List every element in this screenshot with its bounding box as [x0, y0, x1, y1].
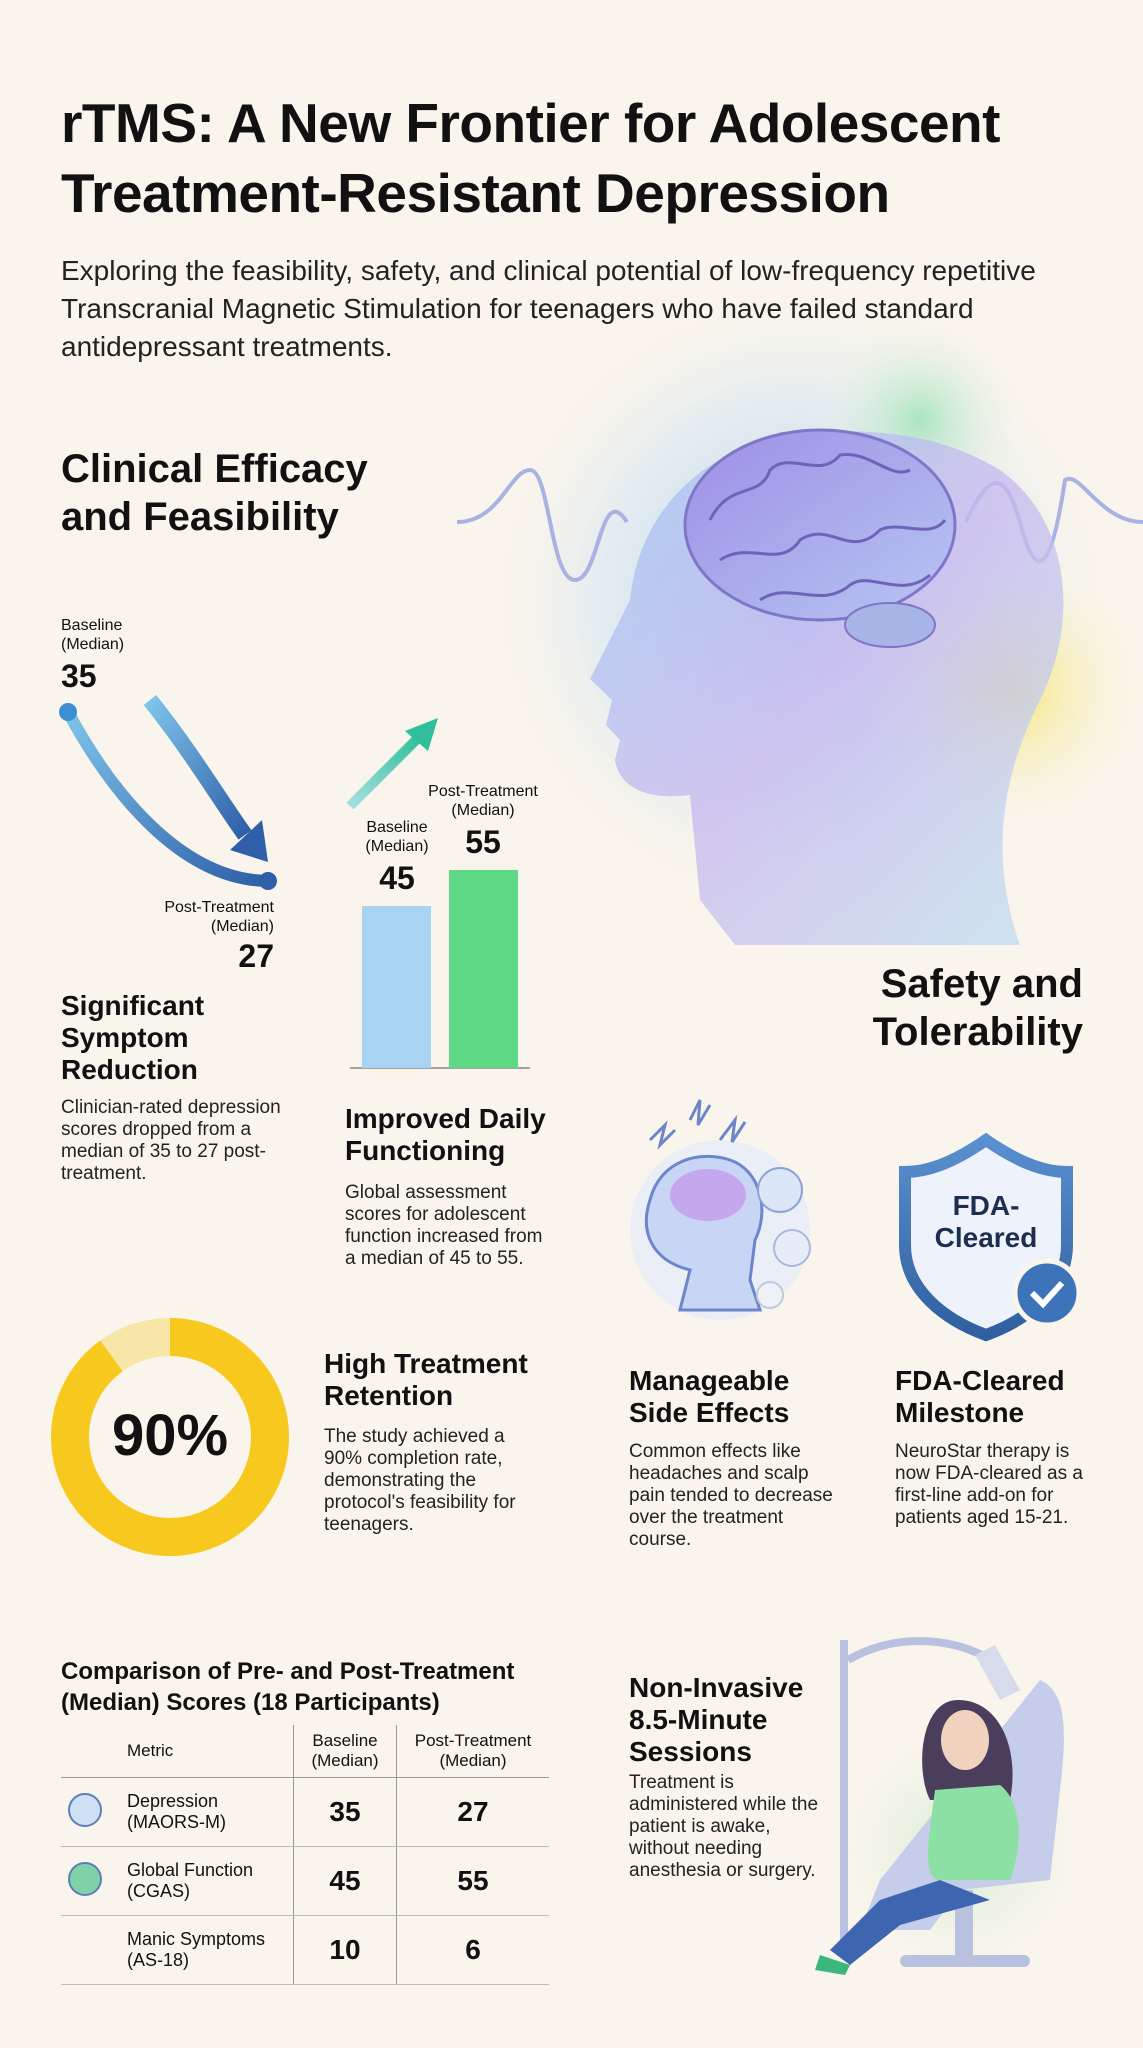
baseline-label: Baseline (Median) — [365, 819, 429, 855]
subtitle: Exploring the feasibility, safety, and c… — [61, 255, 1036, 362]
table-header: Metric Baseline (Median) Post-Treatment (M… — [61, 1725, 549, 1778]
bar — [449, 870, 518, 1068]
arrow-head — [405, 718, 438, 751]
table-value: 6 — [396, 1915, 549, 1985]
table-metric: Global Function (CGAS) — [121, 1846, 294, 1916]
card-heading: Improved Daily Functioning — [345, 1103, 546, 1166]
card-text: Global assessment scores for adolescent … — [345, 1182, 543, 1269]
baseline-value: 45 — [379, 860, 415, 896]
bar — [362, 906, 431, 1068]
card-text: The study achieved a 90% completion rate… — [324, 1426, 516, 1535]
head-illustration — [456, 270, 1143, 945]
post-label: Post-Treatment (Median) — [164, 899, 274, 935]
table-row: Depression (MAORS-M) 35 27 — [61, 1777, 549, 1847]
card-heading: Manageable Side Effects — [629, 1365, 790, 1428]
table-value: 27 — [396, 1777, 549, 1847]
table-value: 55 — [396, 1846, 549, 1916]
icon-cell — [61, 1846, 121, 1916]
post-value: 55 — [465, 824, 501, 860]
table-value: 35 — [293, 1777, 397, 1847]
increase-arrow — [346, 732, 424, 810]
post-value: 27 — [238, 938, 274, 974]
card-text: Clinician-rated depression scores droppe… — [61, 1097, 281, 1184]
patient-illustration — [815, 1637, 1100, 1990]
side-effects-icon — [630, 1099, 811, 1320]
badge-text: FDA-Cleared — [934, 1190, 1038, 1253]
card-text: NeuroStar therapy is now FDA-cleared as … — [895, 1441, 1083, 1528]
post-dot — [259, 872, 277, 890]
baseline-value: 35 — [61, 658, 97, 694]
arrow-head — [230, 820, 268, 862]
table-value: 45 — [293, 1846, 397, 1916]
icon-cell — [61, 1777, 121, 1847]
card-text: Treatment is administered while the pati… — [629, 1772, 819, 1881]
baseline-dot — [59, 703, 77, 721]
column-header: Baseline (Median) — [293, 1725, 397, 1778]
table-metric: Depression (MAORS-M) — [121, 1777, 294, 1847]
card-heading: Non-Invasive 8.5-Minute Sessions — [629, 1672, 804, 1767]
reduction-arrow — [143, 695, 252, 840]
post-label: Post-Treatment (Median) — [428, 783, 538, 819]
donut-label: 90% — [111, 1403, 229, 1468]
icon-cell — [61, 1725, 121, 1778]
table-value: 10 — [293, 1915, 397, 1985]
title: rTMS: A New Frontier for Adolescent Trea… — [61, 92, 1000, 224]
card-heading: High Treatment Retention — [324, 1348, 528, 1411]
section-heading: Clinical Efficacy and Feasibility — [61, 447, 368, 539]
card-text: Common effects like headaches and scalp … — [629, 1441, 833, 1550]
row-icon — [68, 1792, 102, 1827]
donut-arc — [51, 1318, 289, 1556]
reduction-curve — [62, 709, 269, 887]
card-heading: Significant Symptom Reduction — [61, 990, 205, 1085]
column-header: Metric — [121, 1725, 294, 1778]
icon-cell — [61, 1915, 121, 1985]
table-title: Comparison of Pre- and Post-Treatment (M… — [61, 1658, 515, 1716]
column-header: Post-Treatment (Median) — [396, 1725, 549, 1778]
baseline-label: Baseline (Median) — [61, 617, 125, 653]
table-body: Depression (MAORS-M) 35 27 Global Function … — [61, 1777, 549, 1985]
row-icon — [68, 1861, 102, 1896]
shield-icon — [899, 1132, 1082, 1342]
table: Metric Baseline (Median) Post-Treatment (M… — [61, 1725, 549, 1985]
table-row: Manic Symptoms (AS-18) 10 6 — [61, 1915, 549, 1985]
card-heading: FDA-Cleared Milestone — [895, 1365, 1065, 1428]
section-heading: Safety and Tolerability — [872, 962, 1083, 1054]
table-row: Global Function (CGAS) 45 55 — [61, 1846, 549, 1916]
table-metric: Manic Symptoms (AS-18) — [121, 1915, 294, 1985]
